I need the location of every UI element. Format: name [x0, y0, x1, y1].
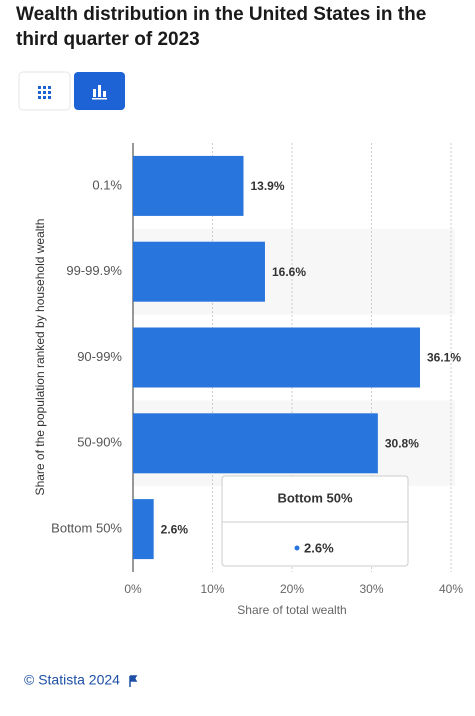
tooltip: Bottom 50% 2.6%	[221, 475, 409, 567]
x-tick-label: 30%	[359, 582, 383, 596]
table-icon	[38, 86, 51, 99]
title-box: Wealth distribution in the United States…	[16, 4, 427, 50]
source[interactable]: © Statista 2024	[24, 672, 120, 688]
view-toggle	[18, 71, 125, 111]
tooltip-box	[221, 475, 409, 567]
bar	[133, 241, 265, 302]
x-tick-label: 40%	[439, 582, 463, 596]
x-axis-label: Share of total wealth	[237, 603, 346, 617]
y-tick-label: 90-99%	[77, 349, 122, 364]
y-tick-label: 99-99.9%	[66, 263, 122, 278]
x-tick-label: 10%	[200, 582, 224, 596]
bar	[133, 327, 420, 388]
bar	[133, 499, 154, 560]
value-label: 13.9%	[251, 179, 285, 193]
value-label: 16.6%	[272, 265, 306, 279]
y-axis-label: Share of the population ranked by househ…	[33, 219, 47, 496]
y-tick-label: 50-90%	[77, 435, 122, 450]
y-tick-label: Bottom 50%	[51, 521, 122, 536]
tooltip-dot	[294, 545, 300, 551]
value-label: 2.6%	[161, 522, 189, 536]
flag-icon[interactable]	[129, 675, 138, 687]
value-label: 36.1%	[427, 351, 461, 365]
bar	[133, 155, 244, 216]
x-tick-label: 0%	[124, 582, 142, 596]
tooltip-title: Bottom 50%	[277, 490, 353, 505]
chart-title: Wealth distribution in the United States…	[16, 4, 427, 50]
chart-icon	[92, 85, 107, 100]
x-tick-label: 20%	[280, 582, 304, 596]
plot: 0% 10% 20% 30% 40% 0.1% 13.9% 99-99.9% 16.6% 90-9…	[51, 143, 463, 596]
tooltip-value: 2.6%	[304, 540, 334, 555]
bar	[133, 413, 378, 474]
y-tick-label: 0.1%	[92, 177, 122, 192]
value-label: 30.8%	[385, 436, 419, 450]
